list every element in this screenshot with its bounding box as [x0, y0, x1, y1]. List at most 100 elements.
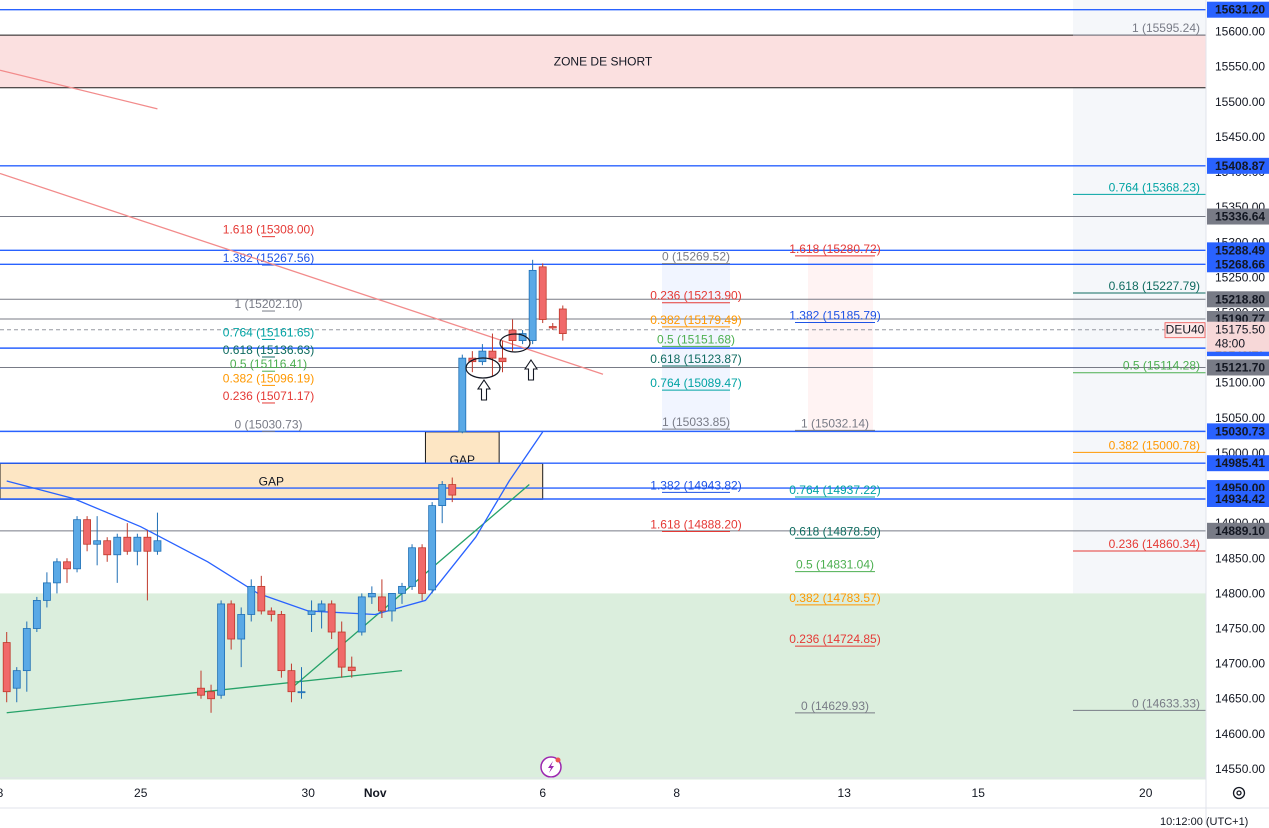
candle-body — [488, 350, 497, 359]
fib-13-shade-top — [808, 255, 873, 431]
candle-body — [377, 596, 386, 612]
candle — [528, 259, 537, 345]
zone-rect — [0, 593, 1206, 780]
candle — [508, 319, 517, 352]
fib-level-label: 0.236 (15213.90) — [650, 289, 741, 303]
candle — [217, 600, 226, 699]
candle — [83, 516, 91, 552]
candle-body — [73, 519, 81, 570]
fib-level-label: 0.236 (14860.34) — [1109, 537, 1200, 551]
trendline — [0, 69, 158, 110]
price-tick: 14800.00 — [1215, 586, 1265, 600]
fib-level-label: 0.764 (15161.65) — [223, 325, 314, 339]
candle-body — [307, 610, 316, 615]
levels-layer — [0, 8, 1206, 532]
candle — [247, 579, 256, 622]
candle-body — [478, 350, 487, 363]
candle-body — [538, 266, 547, 320]
candle-body — [428, 505, 437, 591]
candle-body — [247, 585, 256, 615]
price-tick: 15500.00 — [1215, 95, 1265, 109]
symbol-tag: DEU40 — [1166, 323, 1205, 337]
candle — [22, 621, 31, 692]
price-label-text: 14889.10 — [1215, 524, 1265, 538]
axis-bg — [1206, 0, 1269, 825]
price-label-box — [1207, 490, 1269, 507]
arrow-up-icon — [523, 359, 539, 381]
fib-level-label: 0.618 (15123.87) — [650, 352, 741, 366]
candle — [498, 340, 507, 373]
price-label-text: 15288.49 — [1215, 243, 1265, 257]
candle — [227, 600, 236, 650]
candle-body — [237, 614, 246, 640]
candle — [53, 558, 61, 594]
candle-body — [93, 540, 102, 545]
fib-level-label: 1.618 (15308.00) — [223, 223, 314, 237]
price-label-text: 15408.87 — [1215, 159, 1265, 173]
candle — [237, 607, 246, 668]
highlight-ellipse — [465, 357, 501, 379]
countdown-label: 48:00 — [1215, 337, 1245, 351]
candle-body — [347, 666, 356, 672]
candle — [327, 600, 336, 640]
fib-level-label: 0.764 (15368.23) — [1109, 180, 1200, 194]
price-tick: 15550.00 — [1215, 60, 1265, 74]
candle-body — [83, 519, 91, 545]
fib-level-label: 1.382 (15185.79) — [789, 308, 880, 322]
candle — [307, 600, 316, 633]
candle-body — [367, 592, 376, 598]
candle — [113, 533, 122, 583]
highlight-ellipse — [499, 333, 531, 353]
price-label-box — [1207, 256, 1269, 273]
candle-body — [327, 603, 336, 633]
fib-level-label: 1.382 (15267.56) — [223, 251, 314, 265]
candle — [197, 670, 205, 699]
candle-body — [297, 691, 306, 694]
candle — [207, 684, 215, 713]
candle — [12, 667, 21, 703]
arrow-up-icon — [476, 379, 492, 401]
fib-level-label: 0.618 (15136.63) — [223, 343, 314, 357]
zone-rect — [0, 35, 1206, 88]
fib-level-label: 1.618 (15280.72) — [789, 242, 880, 256]
price-label-box — [1207, 455, 1269, 472]
price-tick: 15100.00 — [1215, 376, 1265, 390]
candle — [297, 667, 306, 699]
candle — [428, 502, 437, 594]
fib-level-label: 0.382 (14783.57) — [789, 591, 880, 605]
fib-level-label: 0.618 (14878.50) — [789, 524, 880, 538]
settings-button[interactable] — [1229, 785, 1249, 805]
fib-level-label: 0 (15269.52) — [662, 250, 730, 264]
candle — [93, 516, 102, 566]
candle — [398, 582, 406, 604]
fib-level-label: 0.236 (15071.17) — [223, 389, 314, 403]
last-price-label: 15175.50 — [1215, 323, 1265, 337]
candles-layer — [2, 259, 567, 713]
price-label-box — [1207, 242, 1269, 259]
time-tick: 13 — [838, 786, 852, 800]
price-label-box — [1207, 359, 1269, 376]
time-tick: 25 — [134, 786, 148, 800]
zone-label: GAP — [259, 474, 284, 488]
candle-body — [528, 269, 537, 341]
candle-body — [32, 600, 41, 629]
candle — [478, 344, 487, 366]
candle — [337, 621, 346, 678]
time-tick: 15 — [972, 786, 986, 800]
fib-level-label: 1 (15032.14) — [801, 416, 869, 430]
candle-body — [43, 582, 51, 601]
candle-body — [123, 536, 132, 552]
annotations-layer — [465, 333, 562, 778]
candle-body — [153, 540, 162, 552]
candle-body — [438, 484, 447, 507]
price-label-text: 15268.66 — [1215, 257, 1265, 271]
price-tick: 15050.00 — [1215, 411, 1265, 425]
candle-body — [103, 540, 112, 556]
fib-level-label: 1.618 (14888.20) — [650, 517, 741, 531]
gear-icon — [1231, 785, 1247, 806]
price-label-box — [1207, 157, 1269, 174]
candle — [277, 610, 286, 678]
candle-body — [113, 536, 122, 556]
